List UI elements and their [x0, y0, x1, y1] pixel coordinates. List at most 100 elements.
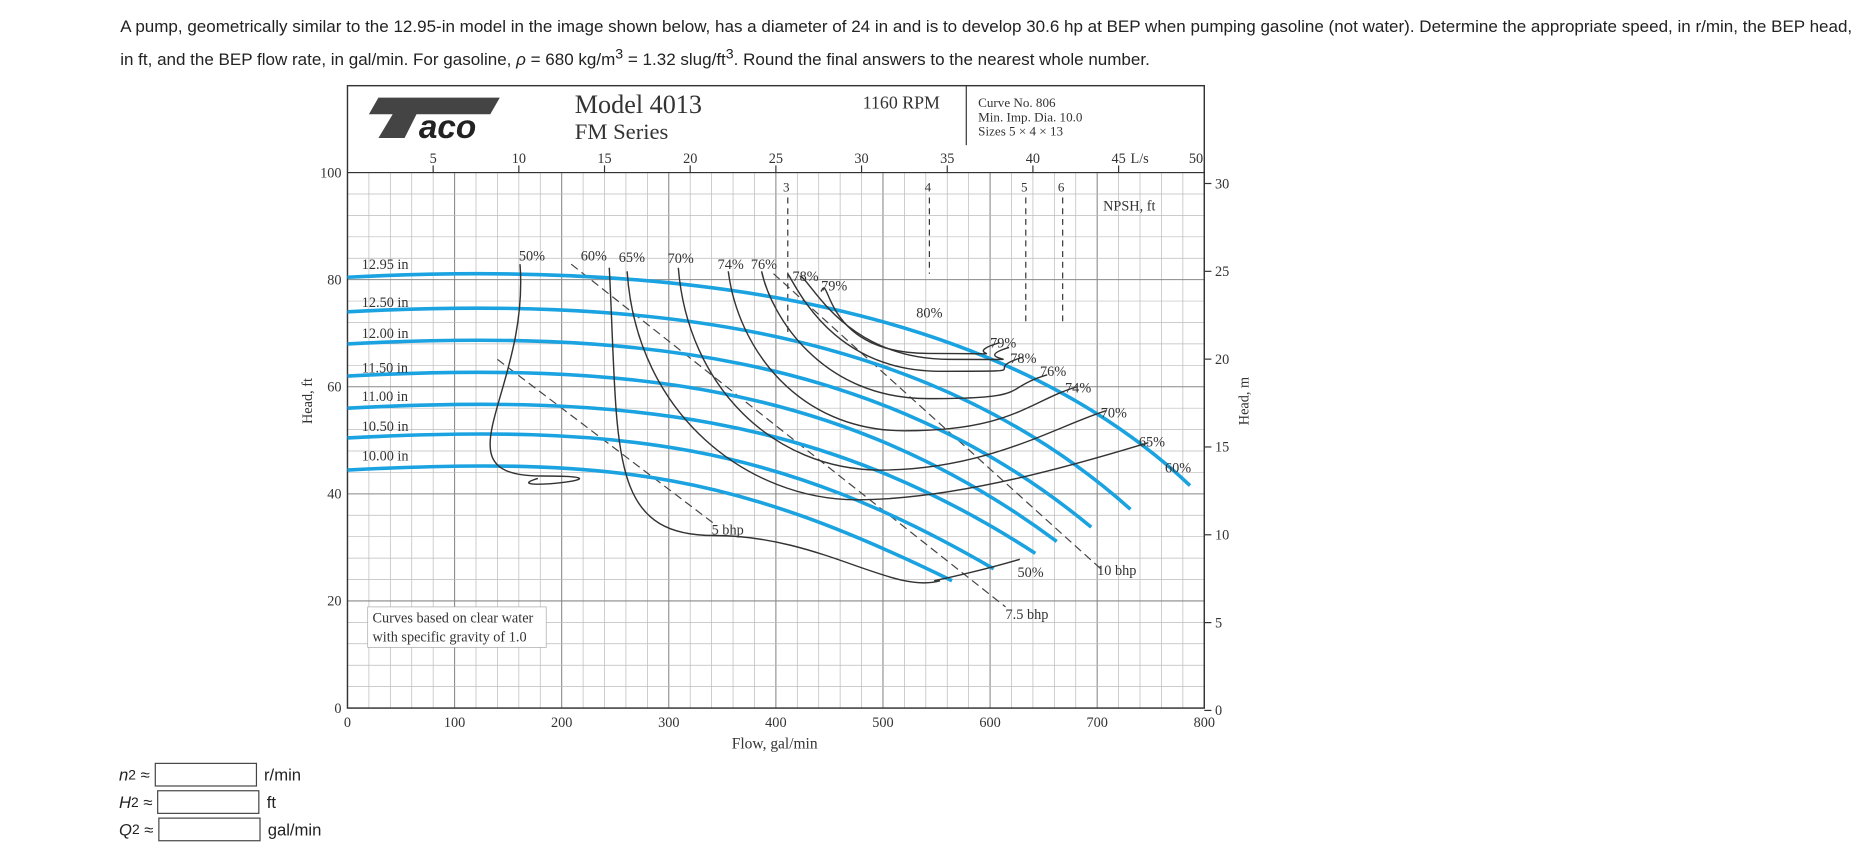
right-tick-label: 10: [1215, 528, 1229, 544]
curve-info: Min. Imp. Dia. 10.0: [978, 109, 1083, 124]
x-tick-label: 0: [344, 715, 351, 731]
symbol: Q: [119, 819, 132, 839]
rel: ≈: [144, 819, 154, 839]
top-tick-label: 5: [430, 151, 437, 167]
npsh-value: 4: [925, 180, 932, 195]
note-box: [367, 606, 547, 648]
top-tick-label: 10: [512, 151, 526, 167]
impeller-curve: [347, 402, 1037, 555]
right-tick-label: 30: [1215, 176, 1229, 192]
npsh-label: NPSH, ft: [1103, 199, 1155, 215]
efficiency-curve: [727, 271, 1078, 432]
impeller-curve: [347, 432, 995, 571]
efficiency-curve: [626, 271, 1149, 501]
bhp-label: 7.5 bhp: [1006, 607, 1049, 623]
efficiency-label: 70%: [1101, 406, 1127, 422]
impeller-label: 10.00 in: [362, 449, 409, 465]
y-axis-label: Head, ft: [300, 378, 316, 424]
right-axis-label: Head, m: [1236, 377, 1252, 425]
right-tick-label: 0: [1215, 703, 1222, 719]
x-tick-label: 600: [979, 715, 1000, 731]
note: with specific gravity of 1.0: [372, 629, 526, 645]
bhp-label: 10 bhp: [1097, 563, 1136, 579]
impeller-curve: [347, 306, 1132, 511]
efficiency-curve: [489, 264, 581, 485]
efficiency-label: 65%: [1139, 434, 1165, 450]
impeller-curve: [347, 338, 1093, 529]
symbol: ρ: [516, 50, 526, 70]
bhp-label: 5 bhp: [712, 522, 744, 538]
npsh-value: 5: [1021, 180, 1028, 195]
y-tick-label: 60: [327, 380, 341, 396]
curve-info: Curve No. 806: [978, 95, 1056, 110]
top-tick-label: 45: [1111, 151, 1125, 167]
text: . Round the final answers to the nearest…: [733, 50, 1150, 70]
x-tick-label: 800: [1194, 715, 1215, 731]
bhp-line: [570, 263, 1006, 608]
efficiency-curve: [760, 271, 1048, 400]
answer-input[interactable]: [157, 790, 260, 814]
sup: 3: [725, 45, 734, 62]
right-tick-label: 5: [1215, 615, 1222, 631]
rel: ≈: [143, 792, 153, 812]
answer-input[interactable]: [158, 817, 261, 842]
top-tick-label: 35: [940, 151, 954, 167]
impeller-curve: [347, 464, 953, 583]
symbol: H: [119, 792, 132, 812]
top-tick-label: 50: [1189, 151, 1203, 167]
y-tick-label: 100: [320, 165, 341, 181]
frame: [346, 84, 1205, 709]
bhp-line: [497, 358, 715, 525]
x-axis-label: Flow, gal/min: [732, 736, 818, 753]
efficiency-curve: [677, 267, 1107, 471]
impeller-label: 12.95 in: [362, 257, 409, 273]
x-tick-label: 400: [765, 715, 786, 731]
unit: gal/min: [267, 819, 322, 839]
npsh-value: 6: [1058, 180, 1065, 195]
question: A pump, geometrically similar to the 12.…: [120, 14, 1860, 73]
efficiency-curve: [820, 287, 1000, 355]
impeller-label: 11.00 in: [362, 389, 408, 405]
text: = 1.32 slug/ft: [623, 50, 726, 70]
impeller-curve: [347, 370, 1058, 543]
sub: 2: [128, 766, 136, 783]
efficiency-label: 50%: [519, 249, 545, 265]
unit: ft: [266, 792, 277, 812]
x-tick-label: 100: [444, 715, 465, 731]
impeller-label: 12.50 in: [362, 295, 409, 311]
y-tick-label: 0: [334, 701, 341, 717]
x-tick-label: 700: [1086, 715, 1107, 731]
efficiency-curve: [799, 275, 1010, 361]
efficiency-label: 74%: [1065, 381, 1091, 397]
efficiency-label: 76%: [1040, 364, 1066, 380]
impeller-curve: [347, 271, 1192, 487]
impeller-label: 11.50 in: [362, 360, 408, 376]
y-tick-label: 40: [327, 487, 341, 503]
top-tick-label: 25: [769, 151, 783, 167]
answer-input[interactable]: [154, 762, 257, 787]
speed: 1160 RPM: [863, 92, 940, 112]
efficiency-label: 60%: [1165, 460, 1191, 476]
efficiency-curve: [608, 267, 941, 584]
efficiency-label: 79%: [821, 278, 847, 294]
x-tick-label: 300: [658, 715, 679, 731]
right-tick-label: 25: [1215, 264, 1229, 280]
bhp-line: [773, 273, 1102, 570]
impeller-label: 10.50 in: [362, 419, 409, 435]
logo-mark: [368, 97, 500, 139]
x-tick-label: 200: [551, 715, 572, 731]
sub: 2: [131, 794, 139, 810]
note: Curves based on clear water: [372, 610, 533, 626]
curve-info: Sizes 5 × 4 × 13: [978, 124, 1063, 139]
efficiency-label: 65%: [619, 250, 645, 266]
text: A pump, geometrically similar to the 12.…: [120, 17, 1853, 70]
sup: 3: [615, 45, 624, 62]
efficiency-label: 79%: [990, 335, 1016, 351]
top-tick-label: 30: [854, 151, 868, 167]
top-tick-label: 40: [1026, 151, 1040, 167]
